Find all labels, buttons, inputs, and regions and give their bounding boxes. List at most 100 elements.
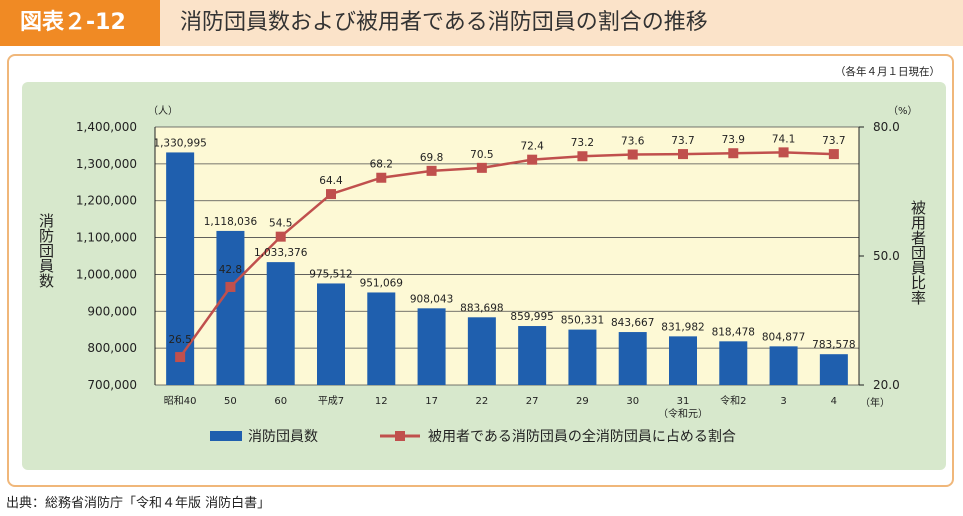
legend-line-marker <box>395 431 405 441</box>
legend: 消防団員数 被用者である消防団員の全消防団員に占める割合 <box>210 428 736 445</box>
x-tick-label: 17 <box>425 396 438 407</box>
x-unit: （年） <box>860 396 890 409</box>
figure-header: 図表２-12 消防団員数および被用者である消防団員の割合の推移 <box>0 0 963 46</box>
x-tick-label: 31 <box>677 396 690 407</box>
x-tick-label: 22 <box>475 396 488 407</box>
legend-bar-swatch <box>210 431 242 441</box>
ratio-value-label: 73.6 <box>621 136 645 148</box>
source-note: 出典：総務省消防庁「令和４年版 消防白書」 <box>6 496 271 511</box>
y-tick-label: 1,100,000 <box>76 231 137 245</box>
x-tick-label: 29 <box>576 396 589 407</box>
bar-value-label: 951,069 <box>360 277 403 289</box>
ratio-value-label: 73.7 <box>671 135 694 147</box>
bar-value-label: 831,982 <box>661 321 704 333</box>
bar-value-label: 908,043 <box>410 293 453 305</box>
ratio-value-label: 69.8 <box>420 152 443 164</box>
legend-line-label: 被用者である消防団員の全消防団員に占める割合 <box>428 428 736 445</box>
figure-number-badge: 図表２-12 <box>0 0 160 46</box>
ratio-marker <box>828 149 839 160</box>
ratio-marker <box>678 149 688 160</box>
ratio-marker <box>175 352 186 363</box>
bar <box>518 326 547 385</box>
date-note: （各年４月１日現在） <box>835 65 940 78</box>
bar-value-label: 804,877 <box>762 331 805 343</box>
x-tick-label: 令和2 <box>720 394 746 407</box>
y-tick-label: 900,000 <box>87 304 137 318</box>
ratio-value-label: 73.9 <box>722 134 745 146</box>
y-tick-label: 1,300,000 <box>76 157 137 171</box>
bar <box>467 317 496 385</box>
ratio-marker <box>376 172 387 183</box>
bar <box>769 346 798 385</box>
ratio-value-label: 70.5 <box>470 149 493 161</box>
bar <box>568 329 597 385</box>
bar-value-label: 975,512 <box>309 268 352 280</box>
bar-value-label: 843,667 <box>611 317 654 329</box>
ratio-marker <box>426 165 437 176</box>
bar <box>367 292 396 385</box>
x-tick-sublabel: （令和元） <box>658 407 708 420</box>
y-axis-title: 消防団員数 <box>37 213 55 288</box>
bar-value-label: 859,995 <box>510 311 553 323</box>
bar <box>719 341 748 385</box>
bar-value-label: 1,330,995 <box>153 137 206 149</box>
y-tick-label: 1,000,000 <box>76 267 137 281</box>
x-tick-label: 4 <box>831 396 837 407</box>
ratio-value-label: 73.7 <box>822 135 845 147</box>
ratio-value-label: 73.2 <box>571 137 594 149</box>
ratio-marker <box>627 149 638 160</box>
ratio-line <box>179 151 834 358</box>
ratio-marker <box>225 281 236 292</box>
y-unit: （人） <box>148 105 178 117</box>
bar <box>317 283 345 385</box>
ratio-marker <box>275 231 286 242</box>
ratio-value-label: 68.2 <box>370 159 393 171</box>
bar-series <box>166 152 848 385</box>
ratio-value-label: 26.5 <box>168 334 191 346</box>
axes: 700,000 800,000 900,000 1,000,000 1,100,000 1… <box>76 120 900 420</box>
y-tick-label: 800,000 <box>87 341 137 355</box>
figure-title: 消防団員数および被用者である消防団員の割合の推移 <box>180 10 708 35</box>
ratio-marker <box>476 162 487 173</box>
legend-bar-label: 消防団員数 <box>248 429 318 445</box>
x-tick-label: 3 <box>780 396 786 407</box>
ratio-value-label: 72.4 <box>520 141 544 153</box>
ratio-marker <box>778 147 789 158</box>
bar <box>166 152 195 385</box>
ratio-marker <box>527 154 538 165</box>
bar <box>618 332 647 385</box>
bar <box>819 354 848 385</box>
ratio-value-label: 64.4 <box>319 175 343 187</box>
x-tick-label: 昭和40 <box>164 395 197 407</box>
ratio-value-label: 74.1 <box>772 133 795 145</box>
y2-tick-label: 80.0 <box>873 120 900 134</box>
bar <box>216 230 245 385</box>
bar-value-label: 1,118,036 <box>204 216 258 228</box>
bar-value-label: 850,331 <box>561 315 604 327</box>
bar <box>669 336 697 385</box>
y2-tick-label: 50.0 <box>873 249 900 263</box>
ratio-value-label: 42.8 <box>219 264 242 276</box>
x-tick-label: 50 <box>224 396 237 407</box>
y2-axis-title: 被用者団員比率 <box>909 200 927 305</box>
x-tick-label: 12 <box>375 396 388 407</box>
ratio-value-label: 54.5 <box>269 218 292 230</box>
bar <box>266 262 295 385</box>
bar-value-label: 883,698 <box>460 302 503 314</box>
x-tick-label: 30 <box>626 396 639 407</box>
bar-value-label: 1,033,376 <box>254 247 308 259</box>
bar-value-label: 818,478 <box>712 326 755 338</box>
y-tick-label: 1,400,000 <box>76 120 137 134</box>
y2-unit: （%） <box>888 105 918 117</box>
bar-value-label: 783,578 <box>812 339 855 351</box>
x-tick-label: 平成7 <box>318 395 344 407</box>
y-tick-label: 1,200,000 <box>76 194 137 208</box>
bar <box>417 308 446 385</box>
y-tick-label: 700,000 <box>87 378 137 392</box>
ratio-marker <box>577 151 588 162</box>
x-tick-label: 27 <box>526 396 539 407</box>
ratio-marker <box>326 189 336 200</box>
ratio-marker <box>728 148 739 159</box>
